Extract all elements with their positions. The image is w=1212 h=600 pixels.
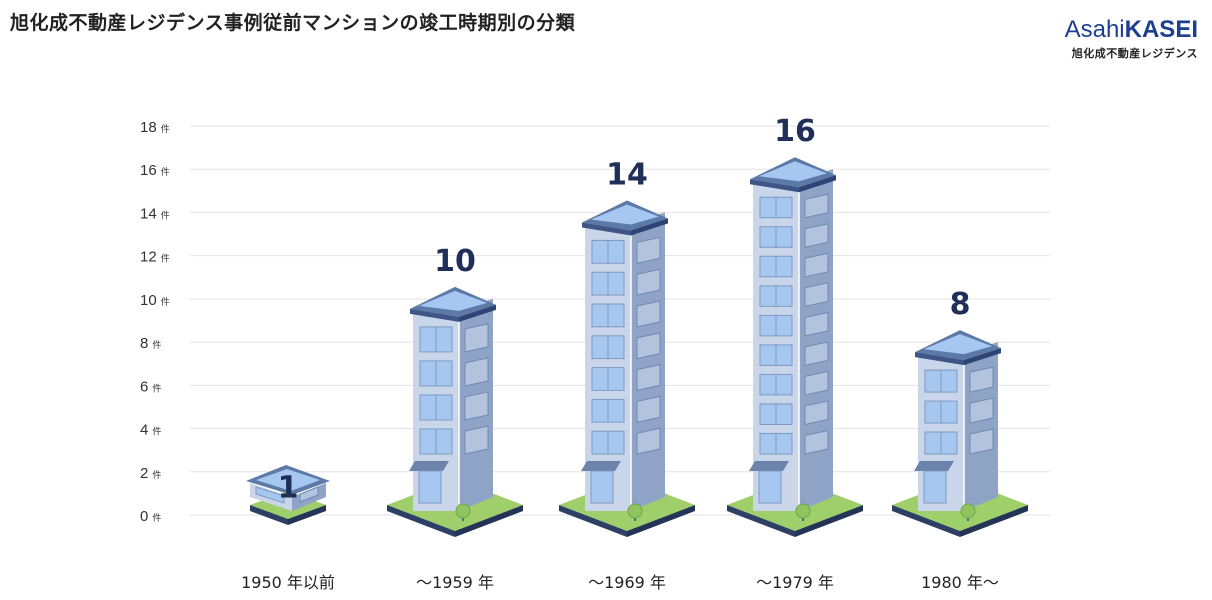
tree-crown bbox=[960, 503, 976, 519]
labels-layer: 1 1950 年以前 10 ～1959 年 14 ～1969 年 16 ～1979 年 8 198… bbox=[241, 114, 999, 592]
x-tick-label-4: ～1979 年 bbox=[756, 573, 834, 592]
roof-top bbox=[419, 290, 487, 311]
balcony bbox=[464, 425, 489, 455]
ground-left bbox=[892, 505, 960, 537]
entrance-door bbox=[923, 470, 947, 504]
balcony bbox=[636, 268, 661, 296]
balcony bbox=[636, 332, 661, 360]
ground-right bbox=[795, 505, 863, 537]
balcony bbox=[804, 193, 829, 219]
balcony bbox=[636, 363, 661, 392]
roof-top bbox=[759, 161, 827, 182]
roof-edge-left bbox=[410, 308, 459, 322]
balcony bbox=[804, 223, 829, 248]
ground-right bbox=[960, 505, 1028, 537]
roof-edge-right bbox=[799, 175, 836, 193]
logo-wordmark: AsahiKASEI bbox=[1065, 18, 1198, 42]
roof-edge-left bbox=[915, 352, 964, 366]
balcony bbox=[804, 252, 829, 278]
x-tick-label-2: ～1959 年 bbox=[416, 573, 494, 592]
balcony bbox=[636, 236, 661, 264]
ground-left bbox=[559, 505, 627, 537]
balcony bbox=[804, 429, 829, 455]
logo-kasei: KASEI bbox=[1124, 16, 1198, 43]
entrance-canopy bbox=[914, 461, 954, 471]
balcony bbox=[969, 366, 994, 393]
balcony bbox=[464, 323, 489, 353]
roof-top bbox=[924, 334, 992, 355]
tree-crown bbox=[627, 503, 643, 519]
house-window bbox=[255, 486, 285, 504]
balcony bbox=[804, 341, 829, 367]
x-tick-label-3: ～1969 年 bbox=[588, 573, 666, 592]
balcony bbox=[464, 391, 489, 421]
data-label-1: 1 bbox=[278, 470, 299, 505]
bar-2 bbox=[387, 286, 523, 537]
y-tick-label-14: 14 件 bbox=[140, 205, 170, 222]
logo-subtitle: 旭化成不動産レジデンス bbox=[1071, 47, 1198, 60]
ground-left bbox=[250, 505, 288, 525]
roof-edge-right bbox=[631, 218, 668, 236]
balcony bbox=[969, 397, 994, 424]
logo-asahi: Asahi bbox=[1064, 16, 1125, 43]
ground-left bbox=[387, 505, 455, 537]
tree-crown bbox=[455, 503, 471, 519]
data-label-4: 16 bbox=[774, 114, 816, 149]
y-tick-label-10: 10 件 bbox=[140, 292, 170, 309]
bar-4 bbox=[727, 157, 863, 537]
balcony bbox=[969, 428, 994, 455]
page-title: 旭化成不動産レジデンス事例従前マンションの竣工時期別の分類 bbox=[10, 12, 576, 34]
entrance-door bbox=[758, 470, 782, 504]
entrance-canopy bbox=[749, 461, 789, 471]
x-tick-label-5: 1980 年～ bbox=[921, 573, 999, 592]
entrance-door bbox=[590, 470, 614, 504]
balcony bbox=[804, 370, 829, 396]
bar-5 bbox=[892, 330, 1028, 537]
ground-left bbox=[727, 505, 795, 537]
entrance-canopy bbox=[581, 461, 621, 471]
data-label-5: 8 bbox=[950, 287, 971, 322]
house-roof-top bbox=[256, 469, 320, 491]
y-tick-label-16: 16 件 bbox=[140, 162, 170, 179]
ground-right bbox=[455, 505, 523, 537]
balcony bbox=[804, 311, 829, 337]
y-tick-label-12: 12 件 bbox=[140, 249, 170, 266]
house-window-side bbox=[299, 486, 319, 503]
balcony bbox=[804, 282, 829, 307]
tree-crown bbox=[795, 503, 811, 519]
ground-right bbox=[627, 505, 695, 537]
roof-edge-left bbox=[750, 179, 799, 193]
roof-top bbox=[591, 204, 659, 225]
entrance-door bbox=[418, 470, 442, 504]
roof-edge-right bbox=[964, 348, 1001, 366]
balcony bbox=[464, 357, 489, 387]
brand-logo: AsahiKASEI 旭化成不動産レジデンス bbox=[1065, 18, 1198, 61]
data-label-3: 14 bbox=[606, 157, 648, 192]
y-tick-label-18: 18 件 bbox=[140, 119, 170, 136]
balcony bbox=[636, 300, 661, 328]
x-tick-label-1: 1950 年以前 bbox=[241, 573, 335, 592]
bar-1 bbox=[246, 465, 330, 525]
roof-edge-left bbox=[582, 222, 631, 236]
bars-layer bbox=[246, 157, 1028, 537]
building-side bbox=[799, 169, 833, 511]
balcony bbox=[636, 427, 661, 455]
bar-3 bbox=[559, 200, 695, 537]
y-axis: 0 件 2 件 4 件 6 件 8 件 10 件 12 件 14 件 16 件 18 件 bbox=[140, 119, 170, 525]
roof-edge-right bbox=[459, 304, 496, 322]
balcony bbox=[804, 400, 829, 426]
balcony bbox=[636, 395, 661, 423]
entrance-canopy bbox=[409, 461, 449, 471]
ground-right bbox=[288, 505, 326, 525]
data-label-2: 10 bbox=[434, 244, 476, 279]
